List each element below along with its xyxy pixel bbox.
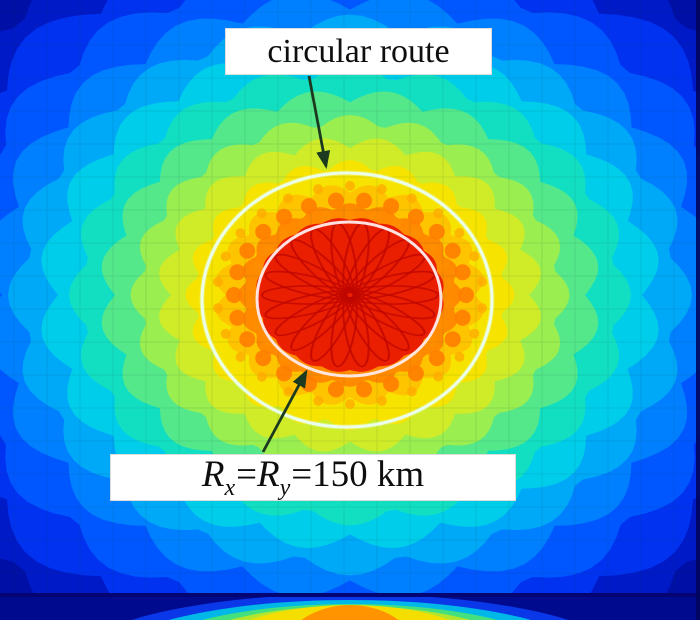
route-annotation-text: circular route (267, 32, 450, 70)
route-circle (200, 171, 494, 429)
beam-rosette (261, 222, 439, 368)
core-outline-circle (255, 220, 443, 378)
beam-core (256, 218, 444, 372)
figure-right-edge (696, 0, 700, 620)
annotation-arrow-2 (261, 369, 308, 453)
radius-annotation-box: Rx=Ry=150 km (110, 454, 516, 501)
figure-divider (0, 593, 700, 597)
bottom-strip-pattern (131, 597, 569, 620)
route-annotation-box: circular route (225, 28, 492, 75)
annotation-arrows (261, 75, 331, 453)
beam-dot-ring (213, 180, 487, 410)
radius-annotation-text: Rx=Ry=150 km (201, 454, 425, 501)
annotation-arrow-1 (307, 75, 331, 169)
